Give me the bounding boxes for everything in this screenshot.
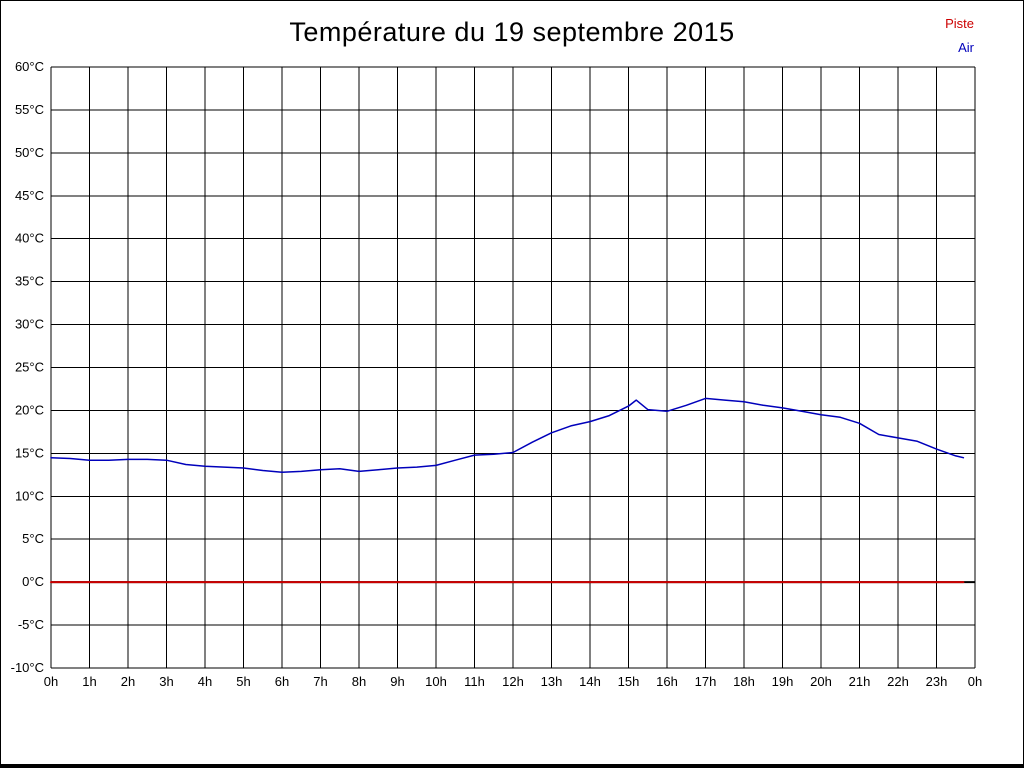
x-axis-tick-label: 6h: [275, 674, 289, 689]
x-axis-tick-label: 10h: [425, 674, 447, 689]
x-axis-tick-label: 1h: [82, 674, 96, 689]
x-axis-tick-label: 9h: [390, 674, 404, 689]
x-axis-tick-label: 3h: [159, 674, 173, 689]
y-axis-tick-label: 45°C: [15, 188, 44, 203]
x-axis-tick-label: 20h: [810, 674, 832, 689]
x-axis-tick-label: 19h: [772, 674, 794, 689]
x-axis-tick-label: 15h: [618, 674, 640, 689]
x-axis-tick-label: 21h: [849, 674, 871, 689]
x-axis-tick-label: 2h: [121, 674, 135, 689]
legend-item-air: Air: [958, 40, 974, 55]
y-axis-tick-label: -10°C: [11, 660, 44, 675]
x-axis-tick-label: 5h: [236, 674, 250, 689]
y-axis-tick-label: 60°C: [15, 59, 44, 74]
x-axis-tick-label: 12h: [502, 674, 524, 689]
x-axis-tick-label: 0h: [44, 674, 58, 689]
y-axis-tick-label: -5°C: [18, 617, 44, 632]
x-axis-tick-label: 17h: [695, 674, 717, 689]
y-axis-tick-label: 55°C: [15, 102, 44, 117]
y-axis-tick-label: 5°C: [22, 531, 44, 546]
x-axis-tick-label: 18h: [733, 674, 755, 689]
chart-title: Température du 19 septembre 2015: [289, 17, 735, 47]
y-axis-tick-label: 30°C: [15, 317, 44, 332]
x-axis-tick-label: 8h: [352, 674, 366, 689]
y-axis-tick-label: 35°C: [15, 274, 44, 289]
x-axis-tick-label: 16h: [656, 674, 678, 689]
y-axis-tick-label: 0°C: [22, 574, 44, 589]
y-axis-tick-label: 40°C: [15, 231, 44, 246]
x-axis-tick-label: 0h: [968, 674, 982, 689]
x-axis-tick-label: 22h: [887, 674, 909, 689]
x-axis-tick-label: 11h: [464, 674, 485, 689]
y-axis-tick-label: 25°C: [15, 360, 44, 375]
y-axis-tick-label: 50°C: [15, 145, 44, 160]
legend-item-piste: Piste: [945, 16, 974, 31]
x-axis-tick-label: 13h: [541, 674, 563, 689]
y-axis-tick-label: 10°C: [15, 488, 44, 503]
x-axis-tick-label: 14h: [579, 674, 601, 689]
x-axis-tick-label: 7h: [313, 674, 327, 689]
chart-legend: Piste Air: [945, 12, 974, 60]
x-axis-tick-label: 4h: [198, 674, 212, 689]
series-line-air: [50, 397, 965, 473]
x-axis-tick-label: 23h: [926, 674, 948, 689]
y-axis-tick-label: 20°C: [15, 402, 44, 417]
y-axis-tick-label: 15°C: [15, 445, 44, 460]
